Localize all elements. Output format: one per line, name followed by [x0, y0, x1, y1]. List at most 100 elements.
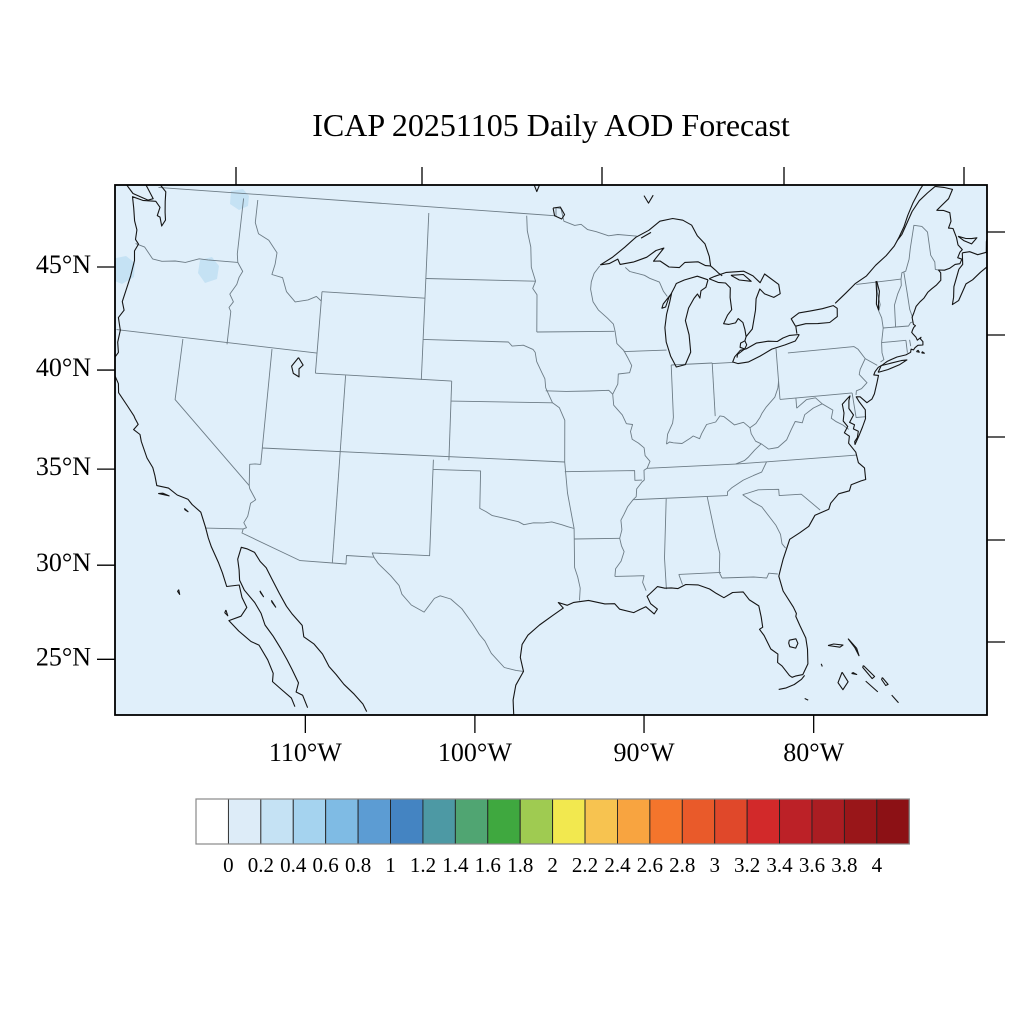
colorbar-tick-label: 1: [385, 853, 396, 877]
border-line: [775, 348, 781, 400]
map-frame: [114, 184, 988, 716]
colorbar-tick-label: 2.6: [637, 853, 663, 877]
coast-line: [259, 590, 265, 598]
colorbar-cell: [552, 798, 586, 845]
colorbar-tick-label: 3: [709, 853, 720, 877]
coast-line: [985, 236, 987, 254]
border-line: [423, 338, 566, 463]
coast-line: [270, 600, 277, 608]
border-line: [116, 329, 318, 354]
border-line: [864, 358, 878, 366]
coast-line: [891, 694, 899, 704]
border-line: [624, 267, 668, 297]
border-line: [573, 528, 581, 601]
border-line: [260, 349, 273, 465]
border-line: [666, 381, 780, 445]
coast-line: [732, 333, 800, 365]
colorbar-cell: [487, 798, 521, 845]
border-line: [721, 572, 778, 579]
axis-ticks: [97, 167, 1005, 733]
border-line: [371, 459, 434, 558]
coast-line: [957, 235, 978, 245]
coast-line: [804, 697, 809, 701]
border-line: [450, 400, 553, 404]
lon-tick-label: 90°W: [614, 738, 675, 767]
border-line: [315, 372, 452, 382]
coast-line: [916, 349, 920, 353]
border-line: [314, 291, 323, 374]
coast-line: [739, 336, 748, 350]
coast-line: [115, 185, 296, 707]
coast-line: [865, 680, 879, 693]
border-line: [545, 389, 614, 395]
colorbar-cell: [325, 798, 359, 845]
colorbar-tick-label: 2.4: [604, 853, 631, 877]
lat-tick-label: 30°N: [36, 548, 91, 577]
border-line: [712, 361, 733, 365]
border-line: [526, 215, 537, 282]
colorbar-cell: [260, 798, 294, 845]
coast-line: [834, 240, 898, 304]
coast-line: [643, 194, 654, 204]
colorbar-cell: [584, 798, 618, 845]
aod-patch: [230, 189, 249, 210]
colorbar-cell: [422, 798, 456, 845]
border-line: [262, 447, 565, 463]
border-line: [779, 392, 853, 400]
colorbar-tick-label: 1.4: [442, 853, 469, 877]
colorbar-tick-label: 4: [872, 853, 883, 877]
border-line: [564, 470, 643, 481]
colorbar-cell: [843, 798, 878, 845]
border-line: [614, 575, 647, 591]
coast-line: [708, 270, 781, 338]
border-line: [248, 463, 261, 486]
border-line: [158, 186, 637, 237]
border-line: [787, 346, 868, 395]
colorbar-tick-label: 0: [223, 853, 234, 877]
state-borders: [116, 186, 939, 672]
coastlines: [115, 185, 987, 715]
colorbar-tick-label: 3.8: [831, 853, 857, 877]
lon-tick-label: 100°W: [438, 738, 512, 767]
colorbar-tick-label: 3.4: [766, 853, 793, 877]
border-line: [678, 574, 683, 585]
border-line: [633, 495, 728, 501]
colorbar-cell: [779, 798, 813, 845]
coast-line: [183, 507, 189, 513]
coast-line: [640, 231, 652, 239]
border-line: [894, 279, 902, 328]
coast-line: [177, 589, 181, 596]
border-line: [135, 243, 238, 263]
coast-line: [877, 359, 908, 373]
aod-patch: [198, 257, 219, 283]
border-line: [205, 527, 524, 672]
border-line: [574, 537, 620, 540]
border-line: [532, 281, 538, 333]
map-background: [115, 185, 987, 715]
colorbar-cell: [746, 798, 781, 845]
border-line: [883, 321, 913, 329]
colorbar-tick-label: 1.6: [475, 853, 501, 877]
coast-line: [778, 675, 806, 690]
border-line: [339, 375, 347, 455]
border-line: [903, 272, 914, 318]
coast-line: [837, 671, 849, 691]
border-line: [678, 571, 721, 575]
colorbar-tick-label: 0.8: [345, 853, 371, 877]
colorbar-cell: [649, 798, 683, 845]
coast-line: [921, 351, 925, 354]
colorbar-tick-label: 0.6: [313, 853, 339, 877]
colorbar-cell: [195, 798, 229, 845]
border-line: [254, 199, 322, 303]
coast-line: [795, 326, 798, 334]
plot-title: ICAP 20251105 Daily AOD Forecast: [312, 107, 790, 143]
colorbar-tick-labels: 0 0.2 0.4 0.6 0.8 1 1.2 1.4 1.6 1.8 2 2.2 2.4 2.6 2.8 3…: [223, 853, 882, 877]
coast-line: [951, 251, 987, 306]
border-line: [851, 392, 867, 418]
border-line: [420, 212, 430, 380]
colorbar-cell: [292, 798, 327, 845]
border-line: [666, 364, 674, 445]
map-area: [115, 185, 987, 715]
colorbar-tick-label: 1.2: [410, 853, 436, 877]
